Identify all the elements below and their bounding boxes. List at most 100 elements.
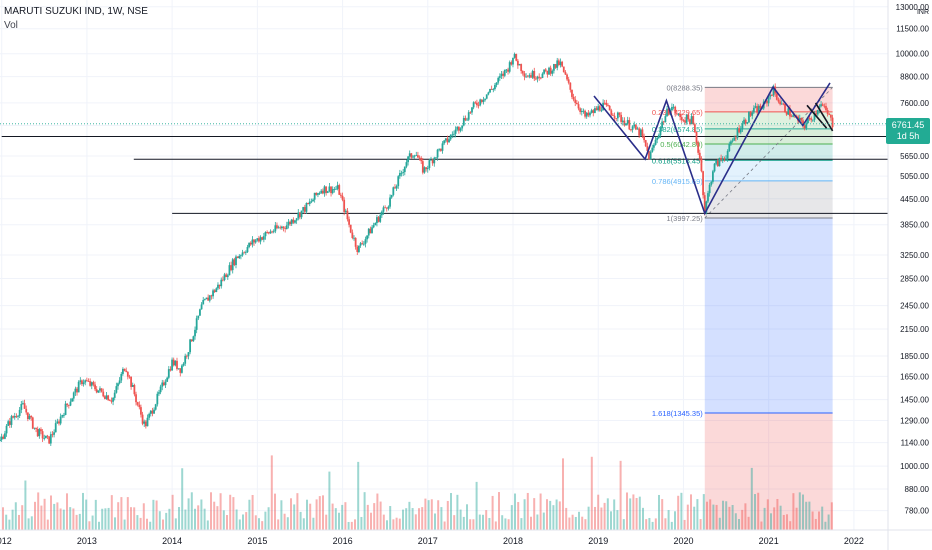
candle-body — [326, 191, 329, 193]
candle-body — [415, 155, 418, 157]
candle-body — [400, 172, 403, 174]
volume-legend[interactable]: Vol — [4, 20, 18, 31]
candle-body — [144, 421, 147, 427]
candle-body — [716, 160, 719, 167]
candle-body — [497, 77, 500, 83]
time-tick-label: 2022 — [844, 536, 864, 546]
candle-body — [597, 106, 600, 111]
candle-body — [279, 227, 282, 229]
candle-body — [200, 304, 203, 310]
candle-body — [69, 401, 72, 406]
price-tick-label: 8800.00 — [900, 73, 929, 82]
candle-body — [462, 118, 465, 126]
candle-body — [113, 392, 116, 398]
volume-bar — [466, 504, 468, 530]
candle-body — [323, 186, 326, 194]
candle-body — [126, 371, 129, 377]
volume-bar — [331, 503, 334, 530]
volume-bar — [261, 521, 264, 530]
candle-body — [482, 99, 485, 102]
candle-body — [579, 108, 582, 112]
volume-bar — [283, 513, 286, 530]
volume-bar — [661, 499, 664, 530]
currency-label[interactable]: INR — [917, 9, 929, 16]
candle-body — [771, 95, 773, 96]
candle-body — [687, 114, 690, 120]
volume-bar — [475, 481, 478, 530]
symbol-title[interactable]: MARUTI SUZUKI IND, 1W, NSE — [4, 6, 148, 17]
candle-body — [295, 218, 298, 221]
candle-body — [387, 206, 390, 209]
candle-body — [779, 101, 781, 105]
volume-bar — [754, 494, 756, 530]
candle-body — [376, 217, 378, 223]
volume-bar — [187, 498, 190, 530]
horizontal-lines[interactable] — [1, 135, 888, 214]
candle-body — [423, 167, 426, 173]
candle-body — [190, 339, 193, 342]
candle-body — [754, 106, 757, 108]
candle-body — [608, 105, 611, 111]
price-axis-bg — [888, 0, 932, 550]
candle-body — [18, 409, 21, 416]
candle-body — [510, 62, 513, 65]
candle-body — [444, 138, 447, 141]
candle-body — [23, 403, 26, 409]
candle-body — [630, 129, 632, 131]
candle-body — [541, 73, 544, 78]
pattern-line[interactable] — [814, 102, 834, 132]
fibonacci-retracement[interactable]: 0(8288.35) 0.236(7229.65) 0.382(6574.85) 0.… — [652, 83, 833, 418]
volume-bar — [728, 506, 731, 530]
candle-body — [0, 439, 1, 442]
candle-body — [213, 290, 216, 292]
fib-zone — [704, 111, 833, 129]
candle-body — [708, 184, 711, 194]
candle-body — [476, 102, 478, 106]
candle-body — [707, 193, 709, 202]
candle-body — [169, 369, 172, 371]
volume-bar — [427, 500, 430, 530]
volume-bar — [565, 507, 568, 530]
candle-body — [551, 70, 554, 74]
candle-body — [244, 252, 247, 253]
volume-bar — [530, 516, 532, 530]
volume-bar — [446, 500, 449, 530]
candle-body — [272, 231, 275, 233]
candle-body — [807, 118, 809, 124]
volume-bar — [290, 498, 292, 530]
volume-bar — [306, 499, 308, 530]
candle-body — [759, 105, 762, 109]
volume-bar — [104, 508, 107, 530]
candle-body — [467, 112, 470, 120]
candle-body — [828, 113, 831, 115]
volume-bar — [274, 493, 276, 530]
candle-body — [130, 376, 133, 387]
pattern-drawing[interactable] — [593, 82, 834, 216]
fib-zone — [704, 217, 833, 413]
pattern-line[interactable] — [593, 82, 831, 216]
time-tick-label: 2021 — [759, 536, 779, 546]
candle-body — [117, 383, 119, 387]
candle-body — [321, 190, 324, 194]
candle-body — [703, 195, 706, 213]
candle-body — [518, 64, 521, 66]
candle-body — [525, 76, 527, 78]
pattern-line[interactable] — [806, 104, 828, 129]
candle-body — [38, 429, 41, 437]
candle-body — [757, 105, 760, 113]
candle-body — [208, 295, 211, 301]
candle-body — [25, 408, 28, 413]
candle-body — [702, 171, 704, 196]
volume-bar — [462, 516, 465, 530]
candle-body — [28, 415, 31, 420]
volume-bar — [482, 514, 484, 530]
volume-bar — [536, 514, 539, 530]
candle-body — [692, 116, 695, 125]
candle-body — [785, 111, 788, 115]
candle-body — [305, 203, 308, 212]
candle-body — [143, 421, 146, 424]
candle-body — [748, 111, 750, 123]
candle-body — [92, 382, 95, 385]
candle-body — [215, 288, 218, 292]
